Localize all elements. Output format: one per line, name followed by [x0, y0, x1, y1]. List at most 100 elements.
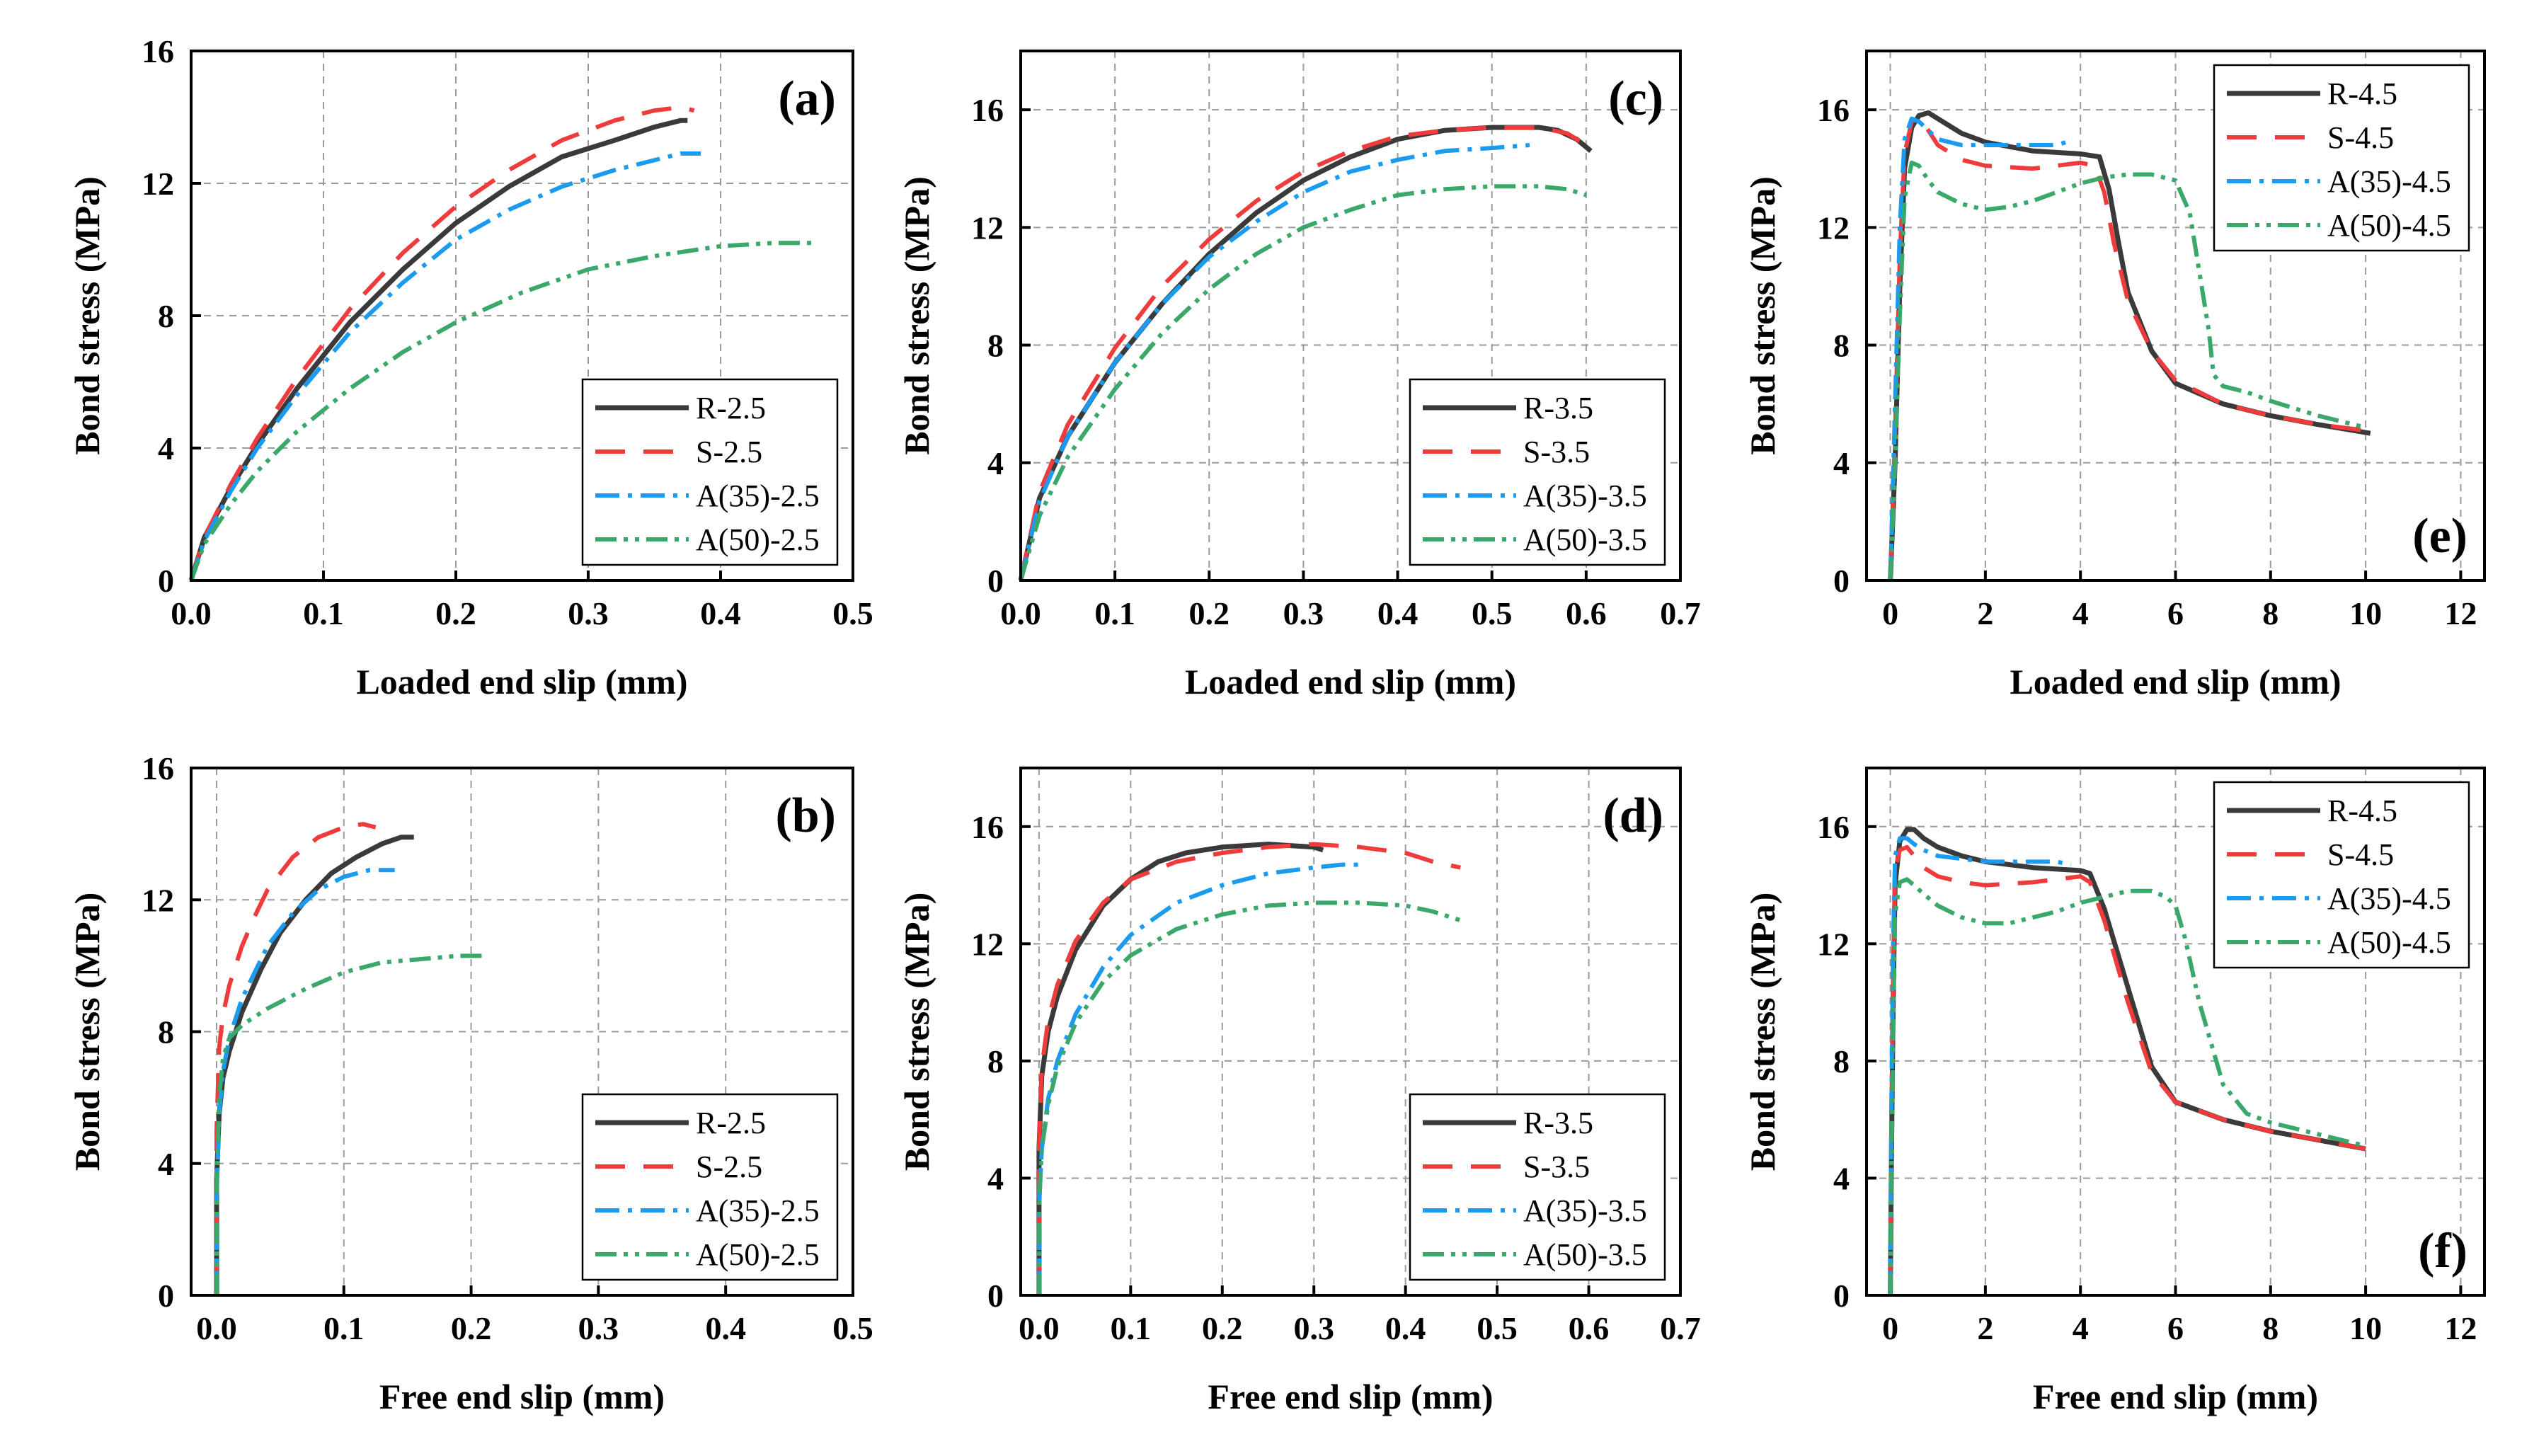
plot-frame: [1019, 767, 1682, 1297]
x-tick-label: 0.3: [578, 1310, 619, 1346]
legend-label: R-4.5: [2327, 793, 2397, 828]
series-line-r: [1036, 842, 1324, 1295]
y-tick-label: 4: [987, 1160, 1004, 1196]
y-tick-label: 0: [158, 1278, 174, 1314]
y-tick-label: 12: [971, 210, 1004, 246]
x-tick-label: 2: [1977, 1310, 1993, 1346]
series-line-s: [1019, 125, 1588, 581]
x-tick-label: 2: [1977, 595, 1993, 631]
legend: R-3.5 S-3.5 A(35)-3.5 A(50)-3.5: [1409, 1093, 1666, 1281]
x-tick-label: 12: [2444, 1310, 2477, 1346]
legend-box: [1409, 1093, 1666, 1281]
legend-box: [2213, 64, 2470, 252]
y-tick-label: 8: [1833, 1043, 1850, 1079]
y-tick-label: 4: [1833, 445, 1850, 481]
panel-f: 0 2 4 6 8 10 12 0 4 8 12 16 (f) R-4.5 S-4.5 A(35)-4.5 A(…: [1743, 767, 2486, 1416]
x-tick-label: 0.0: [1000, 595, 1041, 631]
y-tick-label: 16: [142, 750, 174, 786]
x-tick-label: 0.2: [1189, 595, 1230, 631]
series-line-s: [189, 105, 695, 581]
y-tick-label: 0: [1833, 1278, 1850, 1314]
x-tick-label: 0.3: [568, 595, 609, 631]
panel-label: (e): [2412, 509, 2467, 563]
legend-box: [1409, 378, 1666, 566]
x-tick-label: 8: [2262, 1310, 2279, 1346]
legend-label: A(50)-2.5: [696, 1237, 820, 1272]
y-axis-title: Bond stress (MPa): [1743, 893, 1782, 1171]
legend-label: R-2.5: [696, 391, 766, 425]
legend-box: [2213, 781, 2470, 969]
x-tick-label: 0.3: [1283, 595, 1324, 631]
legend-label: A(50)-2.5: [696, 522, 820, 557]
legend-label: S-3.5: [1523, 1150, 1590, 1184]
y-axis-title: Bond stress (MPa): [897, 176, 936, 455]
x-tick-label: 0: [1882, 1310, 1898, 1346]
series-line-a50: [189, 241, 813, 582]
y-tick-label: 4: [158, 430, 174, 466]
y-tick-label: 0: [987, 563, 1004, 599]
series-line-a50: [1036, 900, 1462, 1295]
plot-frame: [190, 767, 854, 1297]
x-axis-title: Loaded end slip (mm): [356, 662, 687, 701]
y-axis-title: Bond stress (MPa): [67, 893, 107, 1171]
y-tick-label: 4: [158, 1146, 174, 1182]
y-tick-label: 0: [987, 1278, 1004, 1314]
x-tick-label: 12: [2444, 595, 2477, 631]
series-line-s: [1036, 842, 1461, 1295]
y-axis-title: Bond stress (MPa): [1743, 176, 1782, 455]
legend-label: A(35)-4.5: [2327, 164, 2451, 199]
x-tick-label: 0.5: [832, 1310, 873, 1346]
x-tick-label: 0.4: [700, 595, 741, 631]
y-tick-label: 16: [142, 33, 174, 69]
legend: R-3.5 S-3.5 A(35)-3.5 A(50)-3.5: [1409, 378, 1666, 566]
x-tick-label: 0: [1882, 595, 1898, 631]
x-axis-title: Free end slip (mm): [379, 1377, 665, 1416]
series-line-s: [1888, 844, 2366, 1296]
x-tick-label: 0.6: [1566, 595, 1607, 631]
legend: R-4.5 S-4.5 A(35)-4.5 A(50)-4.5: [2213, 64, 2470, 252]
legend-label: A(50)-3.5: [1523, 522, 1647, 557]
y-tick-label: 8: [1833, 328, 1850, 364]
series-line-a35: [1888, 836, 2072, 1296]
panel-d: 0.0 0.1 0.2 0.3 0.4 0.5 0.6 0.7 0 4 8 12 16 (d) R-3.5 S…: [897, 767, 1701, 1416]
plot-frame: [1019, 50, 1682, 582]
panel-e: 0 2 4 6 8 10 12 0 4 8 12 16 (e) R-4.5 S-4.5 A(35)-4.5 A(…: [1743, 50, 2486, 701]
legend: R-4.5 S-4.5 A(35)-4.5 A(50)-4.5: [2213, 781, 2470, 969]
x-tick-label: 0.1: [323, 1310, 365, 1346]
series-line-a35: [1888, 116, 2071, 581]
x-tick-label: 0.5: [832, 595, 873, 631]
x-axis-title: Loaded end slip (mm): [2010, 662, 2341, 701]
x-tick-label: 0.3: [1293, 1310, 1334, 1346]
x-tick-label: 0.7: [1660, 1310, 1701, 1346]
x-tick-label: 0.2: [435, 595, 476, 631]
x-tick-label: 0.6: [1569, 1310, 1610, 1346]
series-line-a50: [1888, 160, 2366, 581]
x-tick-label: 0.7: [1660, 595, 1701, 631]
legend-label: A(35)-2.5: [696, 1193, 820, 1228]
x-tick-label: 6: [2167, 1310, 2184, 1346]
y-tick-label: 16: [1817, 92, 1850, 128]
plot-frame: [1865, 50, 2486, 582]
x-tick-label: 0.2: [451, 1310, 492, 1346]
series-line-a35: [1019, 143, 1530, 581]
panel-label: (a): [778, 71, 836, 126]
x-tick-label: 0.2: [1202, 1310, 1243, 1346]
legend-label: A(35)-3.5: [1523, 1193, 1647, 1228]
panel-label: (c): [1608, 71, 1663, 126]
y-tick-label: 8: [987, 1043, 1004, 1079]
plot-frame: [190, 50, 854, 582]
legend-label: A(50)-3.5: [1523, 1237, 1647, 1272]
legend-label: A(50)-4.5: [2327, 208, 2451, 243]
legend-label: R-4.5: [2327, 76, 2397, 111]
x-axis-title: Loaded end slip (mm): [1185, 662, 1516, 701]
y-tick-label: 16: [1817, 809, 1850, 845]
x-axis-title: Free end slip (mm): [1208, 1377, 1493, 1416]
panel-label: (b): [775, 789, 836, 843]
y-tick-label: 4: [987, 445, 1004, 481]
legend-label: R-3.5: [1523, 1106, 1593, 1140]
x-tick-label: 0.5: [1472, 595, 1513, 631]
series-line-a50: [1019, 184, 1587, 581]
y-tick-label: 12: [1817, 926, 1850, 962]
x-tick-label: 0.0: [196, 1310, 237, 1346]
x-tick-label: 0.4: [705, 1310, 746, 1346]
